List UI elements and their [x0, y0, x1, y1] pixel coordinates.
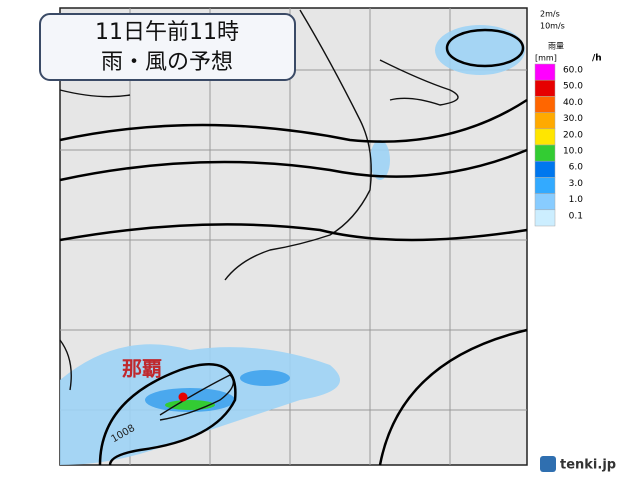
rain-legend-label: 0.1 — [569, 211, 583, 221]
title-box — [39, 13, 296, 81]
rain-legend-swatch — [534, 193, 556, 211]
rain-legend-title: 雨量 — [548, 42, 564, 51]
rain-legend-label: 10.0 — [563, 147, 583, 157]
wind-legend-label: 10m/s — [540, 22, 565, 31]
rain-legend-swatch — [534, 209, 556, 227]
city-marker — [178, 392, 188, 402]
rain-legend-label: 3.0 — [569, 179, 584, 189]
rain-legend-swatch — [534, 79, 556, 97]
isobars — [59, 28, 528, 466]
rain-legend-swatch — [534, 144, 556, 162]
rain-legend-label: 20.0 — [563, 130, 583, 140]
logo-icon — [540, 456, 556, 472]
rain-legend-swatch — [534, 63, 556, 81]
coastlines — [59, 9, 459, 421]
city-label: 那覇 — [122, 357, 162, 381]
rain-legend-unit: [mm] — [535, 54, 557, 63]
logo: tenki.jp — [560, 458, 616, 473]
rain-core — [165, 400, 215, 410]
title-line-2: 雨・風の予想 — [101, 50, 233, 75]
wind-legend-label: 2m/s — [540, 10, 560, 19]
rain-legend-per: /h — [592, 54, 602, 64]
rain-legend-label: 50.0 — [563, 82, 583, 92]
rain-legend-swatch — [534, 177, 556, 194]
rain-legend-swatch — [534, 128, 556, 146]
rain-legend-swatch — [534, 160, 556, 178]
rain-legend-label: 30.0 — [563, 114, 583, 124]
rain-legend-label: 6.0 — [569, 163, 584, 173]
rain-legend-label: 1.0 — [569, 195, 584, 205]
rain-legend-label: 60.0 — [563, 66, 583, 76]
rain-legend-label: 40.0 — [563, 98, 583, 108]
rain-legend-swatch — [534, 112, 556, 130]
title-line-1: 11日午前11時 — [95, 20, 239, 45]
rain-legend-swatch — [534, 96, 556, 113]
